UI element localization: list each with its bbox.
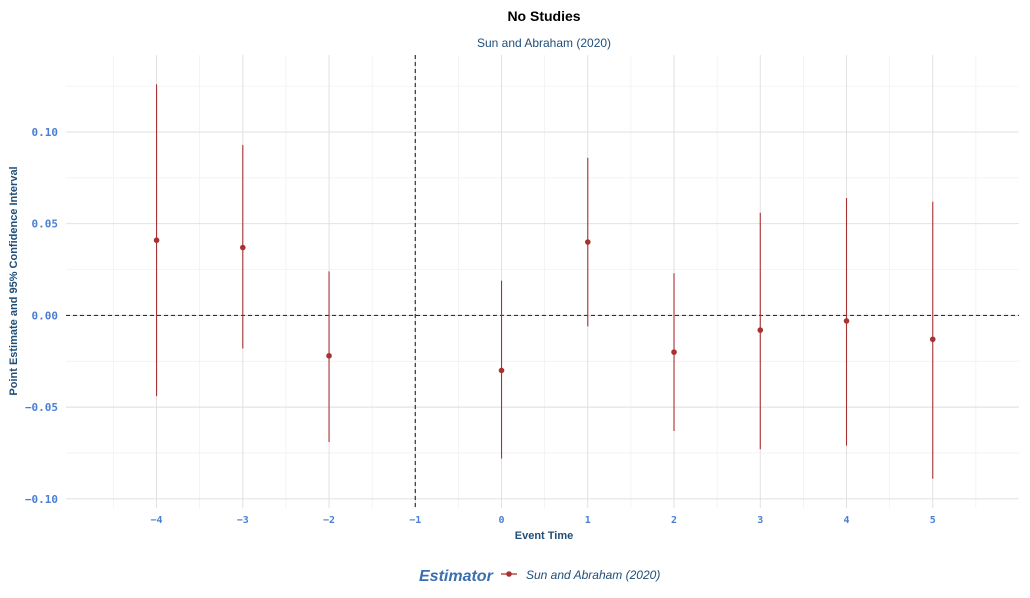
x-tick-labels: −4 −3 −2 −1 0 1 2 3 4 5 bbox=[151, 515, 936, 526]
point-estimate bbox=[153, 237, 160, 244]
grid bbox=[66, 55, 1019, 508]
x-tick-label: −2 bbox=[323, 515, 335, 526]
x-tick-label: 5 bbox=[930, 515, 936, 526]
point-estimate bbox=[757, 327, 764, 333]
x-tick-label: 2 bbox=[671, 515, 677, 526]
y-tick-label: 0.10 bbox=[32, 126, 59, 139]
x-tick-label: 1 bbox=[585, 515, 591, 526]
chart-subtitle: Sun and Abraham (2020) bbox=[477, 36, 611, 50]
x-tick-label: 3 bbox=[757, 515, 763, 526]
y-tick-label: −0.10 bbox=[25, 493, 58, 506]
legend-label: Sun and Abraham (2020) bbox=[526, 568, 660, 582]
point-estimate bbox=[671, 349, 677, 355]
point-estimate bbox=[843, 318, 850, 324]
legend-key-dot bbox=[506, 571, 512, 577]
x-tick-label: −1 bbox=[409, 515, 421, 526]
x-axis-title: Event Time bbox=[515, 530, 574, 542]
chart-marks bbox=[153, 84, 936, 479]
chart-title: No Studies bbox=[507, 8, 580, 24]
x-tick-label: 0 bbox=[499, 515, 505, 526]
legend-title: Estimator bbox=[419, 568, 494, 585]
y-tick-label: 0.05 bbox=[32, 218, 59, 231]
point-estimate bbox=[498, 367, 505, 374]
legend: Estimator Sun and Abraham (2020) bbox=[419, 568, 660, 585]
y-tick-label: −0.05 bbox=[25, 401, 58, 414]
x-tick-label: 4 bbox=[843, 515, 849, 526]
x-tick-label: −3 bbox=[237, 515, 249, 526]
y-tick-label: 0.00 bbox=[32, 309, 59, 322]
x-tick-label: −4 bbox=[151, 515, 163, 526]
point-estimate bbox=[584, 239, 591, 245]
y-axis-title: Point Estimate and 95% Confidence Interv… bbox=[8, 166, 20, 395]
point-estimate bbox=[326, 352, 332, 359]
y-tick-labels: −0.10 −0.05 0.00 0.05 0.10 bbox=[25, 126, 58, 506]
reference-lines bbox=[66, 55, 1019, 508]
point-estimate bbox=[929, 336, 936, 343]
point-estimate bbox=[240, 244, 246, 251]
